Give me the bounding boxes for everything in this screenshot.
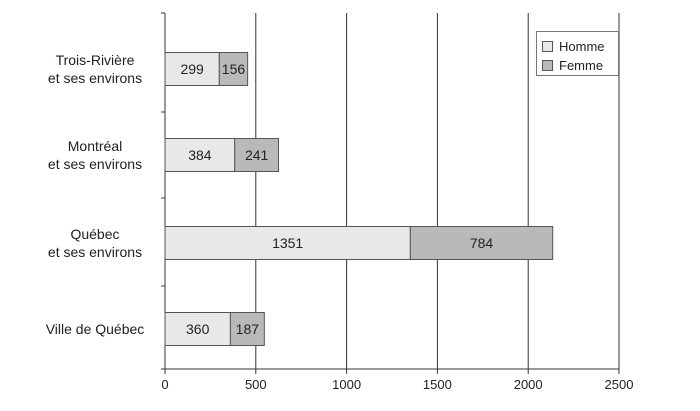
bar-homme-2 bbox=[164, 226, 411, 260]
bar-label-homme-1: 384 bbox=[188, 147, 212, 163]
category-label-1: Montréal et ses environs bbox=[30, 137, 160, 173]
x-tick-label-500: 500 bbox=[244, 377, 267, 392]
category-label-line: et ses environs bbox=[47, 156, 143, 172]
legend: Homme Femme bbox=[536, 31, 619, 76]
x-tick-label-2000: 2000 bbox=[513, 377, 543, 392]
bar-label-femme-1: 241 bbox=[245, 147, 269, 163]
bar-label-homme-2: 1351 bbox=[272, 235, 303, 251]
legend-item-femme: Femme bbox=[542, 56, 618, 75]
bar-femme-3 bbox=[229, 312, 265, 346]
category-label-line: Québec bbox=[70, 226, 120, 242]
legend-swatch-homme bbox=[542, 41, 553, 52]
bar-femme-2 bbox=[409, 226, 554, 260]
category-label-line: Trois-Rivière bbox=[55, 52, 135, 68]
legend-item-homme: Homme bbox=[542, 37, 618, 56]
category-label-line: Montréal bbox=[67, 138, 123, 154]
category-label-0: Trois-Rivière et ses environs bbox=[30, 51, 160, 87]
category-label-line: et ses environs bbox=[47, 70, 143, 86]
x-tick-label-0: 0 bbox=[161, 377, 169, 392]
x-tick-label-2500: 2500 bbox=[604, 377, 634, 392]
bar-label-homme-0: 299 bbox=[180, 61, 204, 77]
legend-label-femme: Femme bbox=[559, 58, 604, 73]
category-label-line: Ville de Québec bbox=[45, 321, 145, 337]
x-tick-label-1000: 1000 bbox=[332, 377, 362, 392]
legend-label-homme: Homme bbox=[559, 39, 605, 54]
bar-label-femme-2: 784 bbox=[470, 235, 494, 251]
bar-label-femme-3: 187 bbox=[236, 321, 260, 337]
bar-femme-0 bbox=[218, 52, 249, 86]
category-label-line: et ses environs bbox=[47, 244, 143, 260]
bar-label-homme-3: 360 bbox=[186, 321, 210, 337]
bar-femme-1 bbox=[234, 138, 280, 172]
legend-swatch-femme bbox=[542, 60, 553, 71]
bar-label-femme-0: 156 bbox=[222, 61, 246, 77]
category-label-2: Québec et ses environs bbox=[30, 225, 160, 261]
category-label-3: Ville de Québec bbox=[30, 320, 160, 338]
x-tick-label-1500: 1500 bbox=[422, 377, 452, 392]
